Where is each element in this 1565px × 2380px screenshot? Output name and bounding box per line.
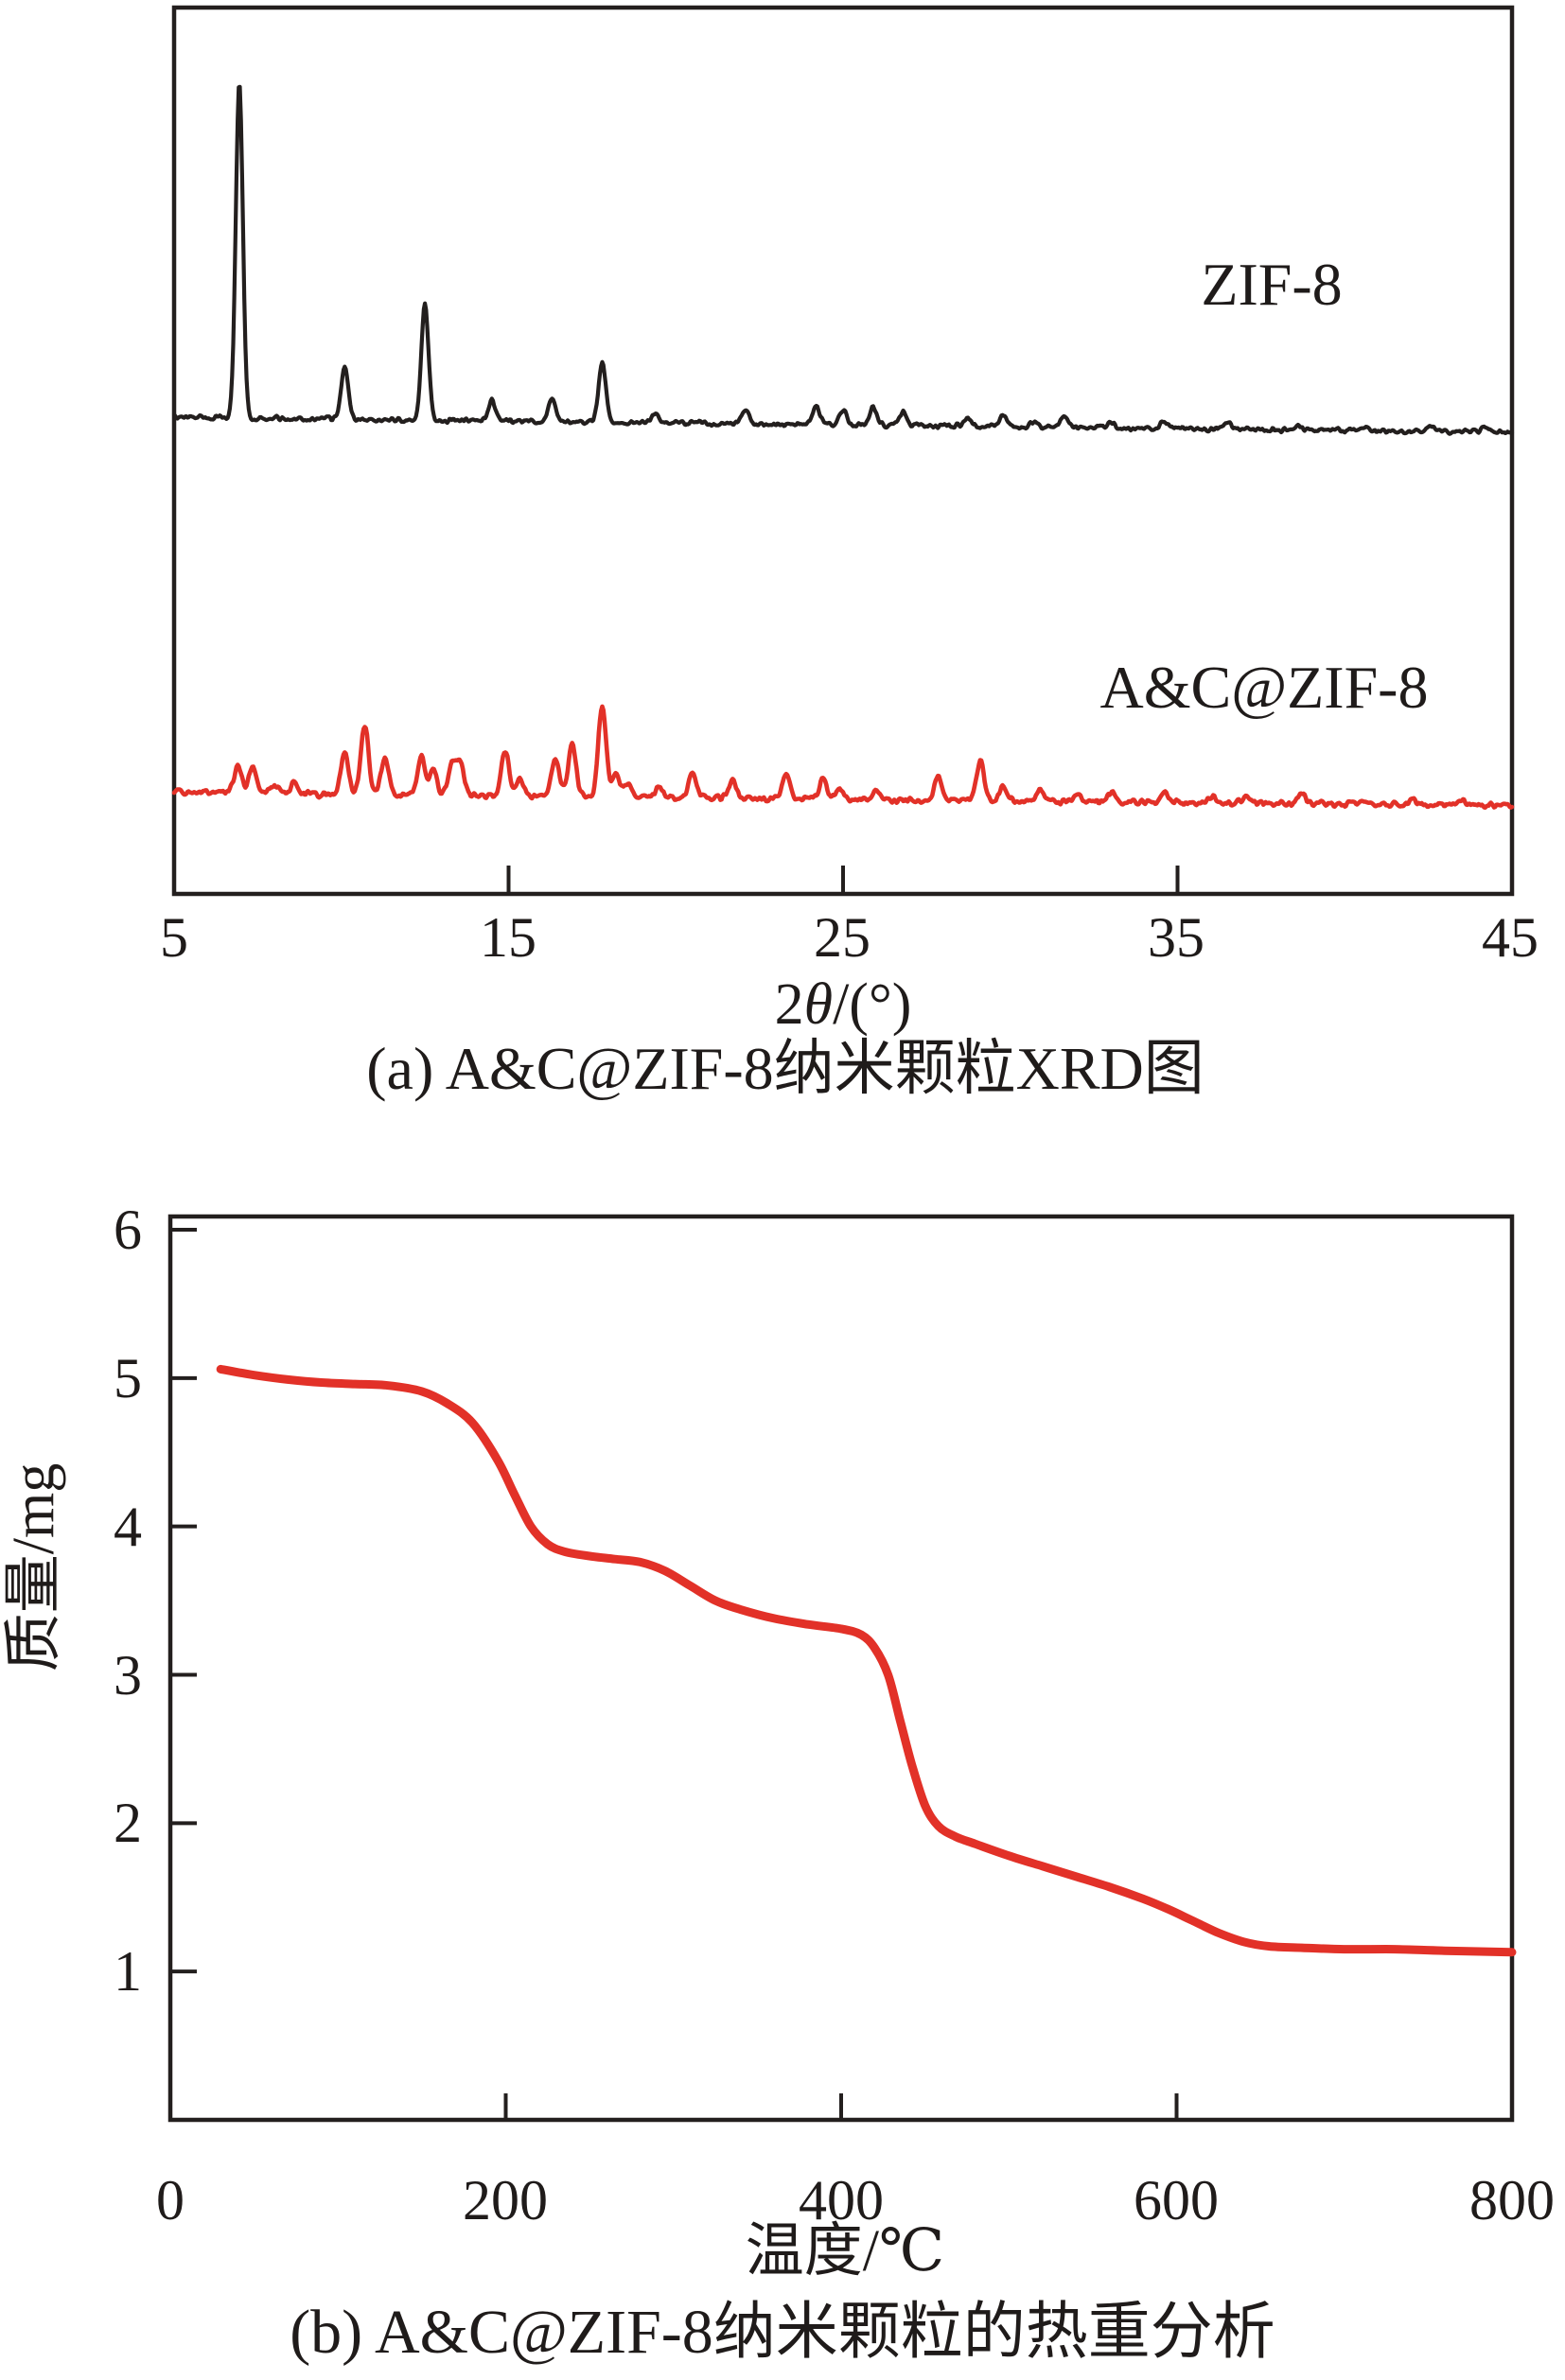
series-label-aczif8: A&C@ZIF-8 [1099,654,1429,721]
tga-ytick-2: 2 [114,1792,142,1854]
tga-ytick-4: 4 [114,1496,142,1558]
xrd-x-axis-title: 2θ/(°) [775,975,912,1034]
tga-xtick-200: 200 [463,2169,548,2231]
xrd-xtick-15: 15 [480,906,536,969]
tga-y-axis-title: 质量/mg [2,1462,66,1672]
tga-ytick-3: 3 [114,1644,142,1706]
xrd-xtick-35: 35 [1148,906,1205,969]
xrd-xtick-45: 45 [1482,906,1539,969]
caption-panel-a: (a) A&C@ZIF-8纳米颗粒XRD图 [366,1035,1205,1102]
xrd-xtick-5: 5 [160,906,188,969]
tga-ytick-1: 1 [114,1940,142,2003]
xrd-xtick-25: 25 [814,906,870,969]
xrd-x-axis-title-part1: 2 [774,972,804,1037]
tga-ytick-5: 5 [114,1347,142,1409]
tga-x-axis-title: 温度/℃ [745,2219,945,2284]
tga-ytick-6: 6 [114,1199,142,1261]
caption-panel-b: (b) A&C@ZIF-8纳米颗粒的热重分析 [290,2298,1275,2367]
xrd-x-axis-title-part3: /(°) [833,972,912,1037]
tga-xtick-400: 400 [799,2169,884,2231]
xrd-x-axis-title-theta: θ [803,972,834,1037]
tga-xtick-600: 600 [1134,2169,1219,2231]
tga-xtick-800: 800 [1469,2169,1555,2231]
tga-xtick-0: 0 [156,2169,185,2231]
series-label-zif8: ZIF-8 [1201,251,1343,318]
